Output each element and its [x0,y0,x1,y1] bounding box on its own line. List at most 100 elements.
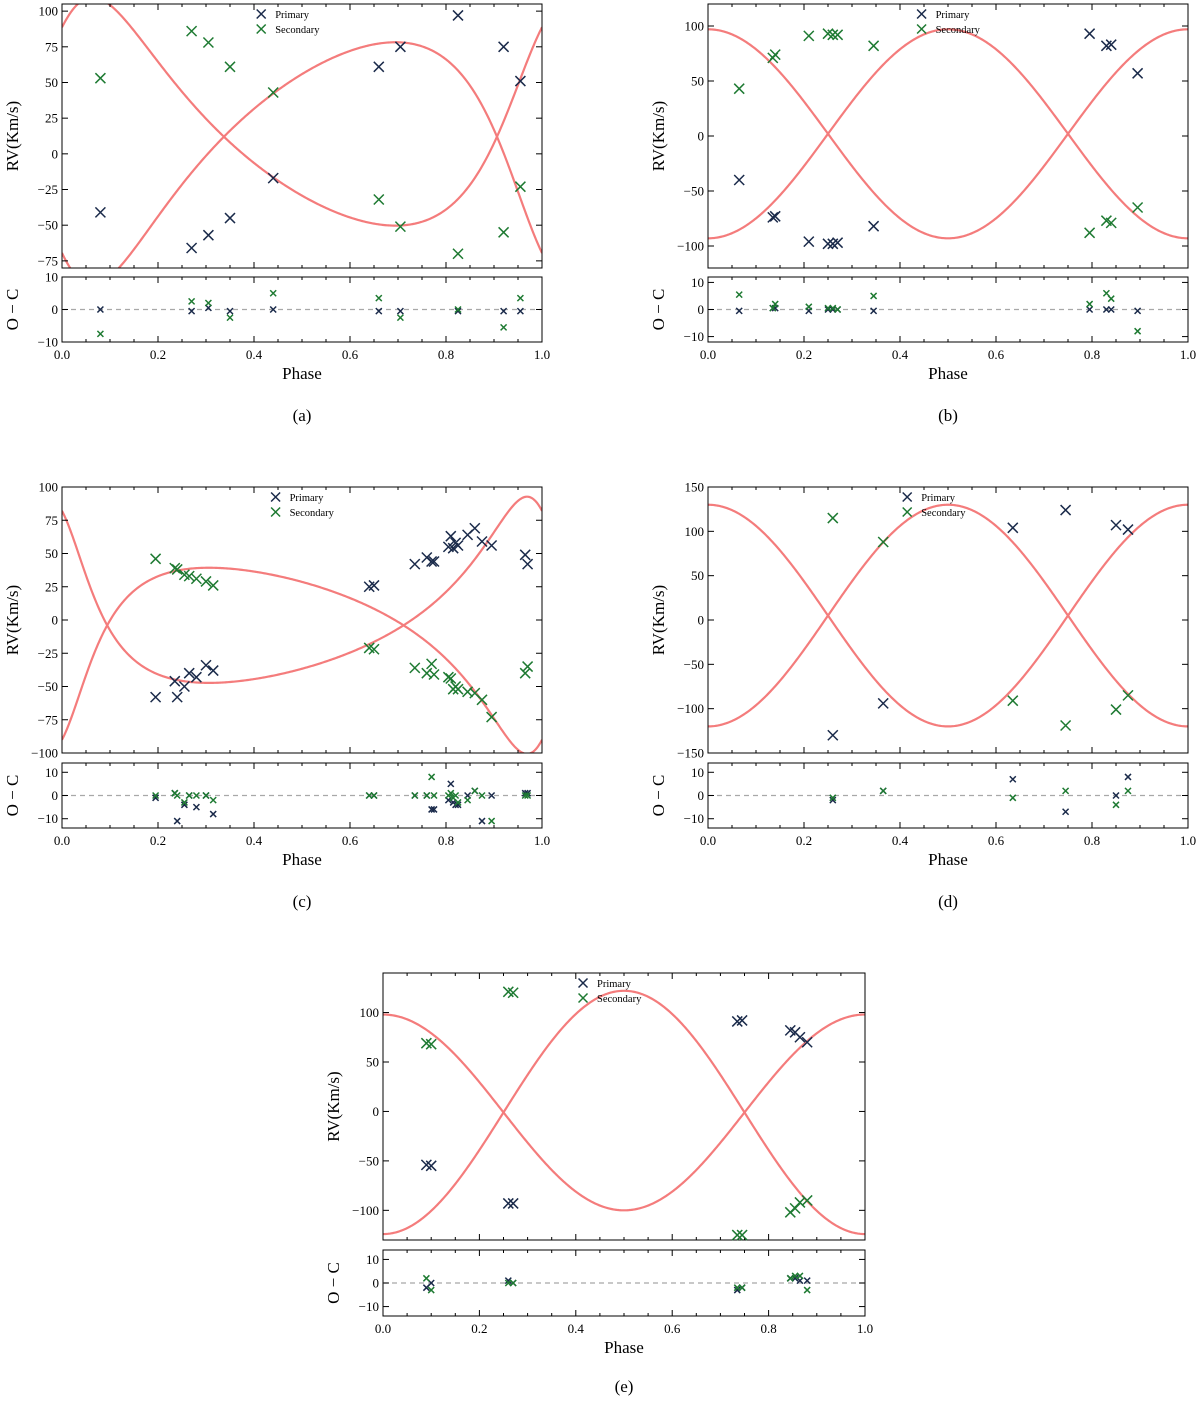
residual-point-primary [96,305,104,314]
residual-point-secondary [1134,327,1142,335]
residual-point-secondary [1009,794,1017,802]
legend-marker-primary [902,491,913,503]
rv-point-secondary [452,683,464,695]
rv-point-primary [769,210,781,222]
rv-point-primary [733,174,745,186]
rv-point-primary [1132,67,1144,79]
rv-point-secondary [769,49,781,61]
resid-tick-label: 0 [698,788,705,803]
rv-point-secondary [736,1229,748,1241]
x-tick-label: 0.0 [54,347,70,362]
residual-point-primary [209,810,217,818]
rv-plot-frame [707,486,1189,754]
model-curve-primary [708,28,1188,240]
residual-point-secondary [185,791,193,800]
panel-caption: (d) [938,892,958,911]
legend-marker-secondary [270,506,281,518]
residual-point-secondary [209,796,217,804]
resid-tick-label: −10 [38,335,58,350]
rv-point-primary [428,555,440,568]
residual-point-secondary [204,299,212,307]
x-tick-label: 0.4 [892,347,909,362]
rv-point-secondary [1007,695,1019,707]
residual-point-secondary [805,303,813,311]
rv-point-primary [1007,522,1019,534]
rv-point-primary [171,691,183,703]
rv-point-primary [267,172,279,184]
rv-point-secondary [409,662,421,674]
legend-marker-primary [256,8,267,20]
x-tick-label: 0.6 [664,1321,681,1336]
rv-point-secondary [731,1229,743,1241]
rv-point-primary [452,9,464,21]
residual-point-secondary [96,330,104,338]
model-curve-secondary [383,989,865,1236]
legend: Primary Secondary [902,491,966,519]
resid-axis-title: O − C [649,775,668,817]
rv-point-secondary [498,226,510,238]
resid-tick-label: 0 [52,788,59,803]
legend-label-primary: Primary [921,493,956,504]
rv-point-primary [224,212,236,224]
residual-point-secondary [370,791,378,800]
rv-point-primary [1084,28,1096,40]
rv-point-secondary [428,668,440,681]
residual-point-primary [428,805,436,813]
rv-point-secondary [224,61,236,73]
x-tick-label: 0.8 [438,347,454,362]
x-axis-title: Phase [604,1338,644,1357]
resid-tick-label: −10 [684,329,704,344]
rv-point-secondary [267,86,279,99]
residual-point-secondary [500,323,508,331]
rv-point-secondary [94,72,106,84]
residual-point-secondary [509,1279,517,1287]
y-tick-label: 0 [373,1104,380,1119]
residual-point-primary [870,307,878,315]
rv-point-primary [502,1197,514,1209]
rv-point-primary [426,555,438,568]
rv-point-primary [186,242,198,254]
rv-point-secondary [394,221,406,233]
rv-point-secondary [207,579,219,591]
rv-point-secondary [150,553,162,565]
y-tick-label: −100 [352,1203,379,1218]
residual-point-secondary [471,787,479,795]
residual-point-primary [733,1286,741,1294]
rv-point-secondary [476,694,488,706]
residual-point-primary [226,307,234,315]
legend: Primary Secondary [256,8,320,36]
rv-point-primary [200,659,212,671]
rv-point-secondary [1105,217,1117,229]
rv-point-secondary [186,25,198,37]
y-tick-label: 50 [45,546,58,561]
residual-point-primary [188,307,196,315]
rv-point-secondary [827,512,839,524]
legend-marker-secondary [916,23,927,35]
rv-point-secondary [1132,201,1144,214]
resid-tick-label: −10 [684,811,704,826]
x-tick-label: 0.0 [375,1321,391,1336]
rv-panel-b: 0.0 0.2 0.4 0.6 0.8 1.0100500−50−100100−10RV(… [649,3,1196,425]
residual-point-secondary [428,773,436,781]
y-tick-label: −150 [677,746,704,761]
y-axis-title: RV(Km/s) [649,585,668,655]
rv-panel-e: 0.0 0.2 0.4 0.6 0.8 1.0100500−50−100100−10RV(… [324,972,873,1396]
x-tick-label: 0.2 [796,347,812,362]
residual-point-primary [454,307,462,315]
residual-point-secondary [192,791,200,800]
y-tick-label: −75 [38,253,58,268]
x-tick-label: 0.8 [438,833,454,848]
residual-point-primary [173,817,181,825]
residual-point-primary [488,791,496,800]
resid-tick-label: 10 [366,1252,379,1267]
x-tick-label: 0.4 [892,833,909,848]
rv-point-primary [522,558,534,570]
rv-point-secondary [368,643,380,655]
rv-point-primary [486,539,498,552]
rv-point-primary [1122,524,1134,536]
x-tick-label: 0.2 [471,1321,487,1336]
rv-point-primary [822,238,834,250]
y-tick-label: 25 [45,111,58,126]
residual-point-secondary [803,1286,811,1294]
